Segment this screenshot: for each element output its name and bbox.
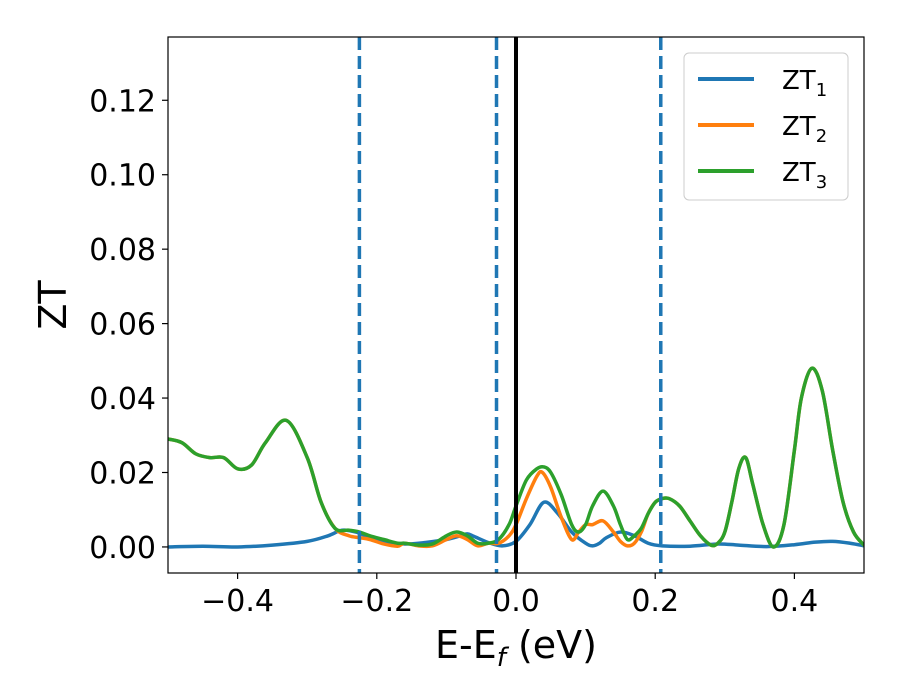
y-tick-label: 0.08 [89,233,156,268]
y-axis-title: ZT [31,280,75,330]
x-tick-label: 0.2 [631,584,679,619]
x-axis-title: E-Ef (eV) [435,623,597,673]
legend-box [683,52,849,201]
x-tick-label: 0.4 [771,584,819,619]
plot-content [168,37,864,573]
y-tick-label: 0.06 [89,308,156,343]
y-tick-label: 0.04 [89,382,156,417]
x-tick-label: 0.0 [492,584,540,619]
x-tick-label: −0.2 [340,584,413,619]
y-tick-label: 0.02 [89,457,156,492]
y-tick-label: 0.12 [89,84,156,119]
y-tick-label: 0.10 [89,159,156,194]
legend-label-zt1: ZT1 [782,66,827,101]
x-tick-label: −0.4 [201,584,274,619]
series-line-zt3 [168,366,864,549]
legend-label-zt3: ZT3 [782,158,827,193]
legend: ZT1 ZT2 ZT3 [683,52,849,201]
x-axis-title-main: E-E [435,623,497,667]
legend-label-zt2: ZT2 [782,112,827,147]
plot-area [168,37,864,573]
axis-ticks: −0.4 −0.2 0.0 0.2 0.4 0.00 0.02 0.04 0.06 0.08 0.1… [89,84,818,619]
x-axis-title-unit: (eV) [506,623,597,667]
y-tick-label: 0.00 [89,531,156,566]
